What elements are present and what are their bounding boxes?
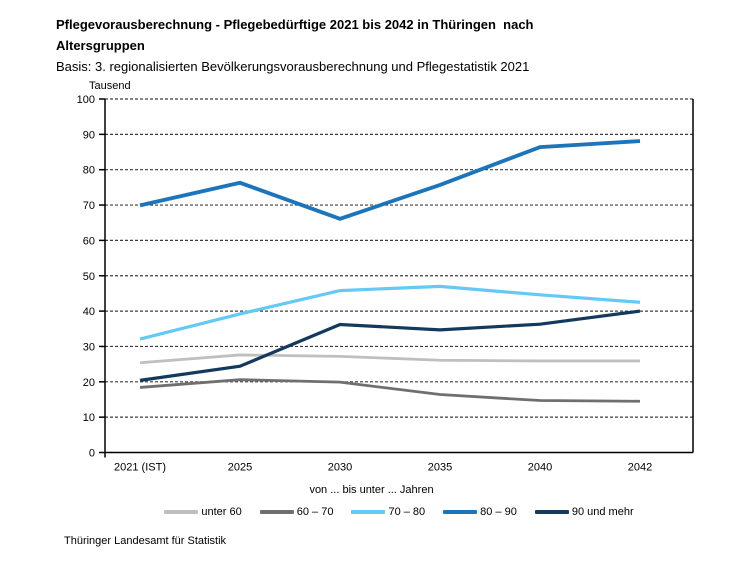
- series-line-80-–-90: [139, 139, 641, 221]
- legend: unter 60 60 – 70 70 – 80 80 – 90 90 und mehr: [105, 506, 693, 518]
- series-line-unter-60: [139, 353, 640, 365]
- y-tick-label: 60: [83, 235, 95, 247]
- y-tick-label: 10: [83, 412, 95, 424]
- y-tick-label: 70: [83, 200, 95, 212]
- x-tick-label: 2030: [328, 462, 352, 474]
- chart-title-line-2: Altersgruppen: [56, 38, 145, 53]
- legend-label: unter 60: [201, 506, 242, 518]
- y-tick-label: 30: [83, 341, 95, 353]
- y-tick-label: 90: [83, 129, 95, 141]
- legend-swatch: [534, 510, 569, 514]
- legend-item: 70 – 80: [351, 506, 425, 518]
- y-tick-label: 0: [89, 448, 95, 460]
- legend-swatch: [164, 510, 199, 514]
- legend-label: 80 – 90: [480, 506, 517, 518]
- chart-subtitle: Basis: 3. regionalisierten Bevölkerungsv…: [56, 59, 530, 74]
- chart-title-line-1: Pflegevorausberechnung - Pflegebedürftig…: [56, 17, 534, 32]
- legend-label: 70 – 80: [388, 506, 426, 518]
- chart-header: Pflegevorausberechnung - Pflegebedürftig…: [56, 14, 716, 76]
- x-tick-label: 2025: [228, 462, 252, 474]
- legend-item: 80 – 90: [443, 506, 517, 518]
- legend-swatch: [351, 510, 386, 514]
- y-axis-unit-label: Tausend: [89, 80, 131, 92]
- y-tick-label: 80: [83, 165, 95, 177]
- source-attribution: Thüringer Landesamt für Statistik: [64, 535, 227, 547]
- series-line-90-und-mehr: [139, 309, 641, 382]
- y-tick-label: 40: [83, 306, 95, 318]
- legend-swatch: [443, 510, 478, 514]
- series-line-60-–-70: [139, 378, 641, 403]
- x-tick-label: 2035: [428, 462, 452, 474]
- x-tick-label: 2040: [528, 462, 552, 474]
- series-line-70-–-80: [139, 284, 641, 341]
- y-tick-label: 100: [77, 94, 95, 106]
- legend-swatch: [259, 510, 294, 514]
- legend-label: 60 – 70: [296, 506, 334, 518]
- x-tick-label: 2021 (IST): [114, 462, 166, 474]
- y-tick-label: 50: [83, 271, 95, 283]
- legend-label: 90 und mehr: [571, 506, 634, 518]
- legend-item: unter 60: [164, 506, 242, 518]
- x-tick-label: 2042: [628, 462, 652, 474]
- legend-item: 60 – 70: [259, 506, 334, 518]
- y-tick-label: 20: [83, 377, 95, 389]
- legend-item: 90 und mehr: [534, 506, 634, 518]
- x-axis-title: von ... bis unter ... Jahren: [309, 484, 434, 496]
